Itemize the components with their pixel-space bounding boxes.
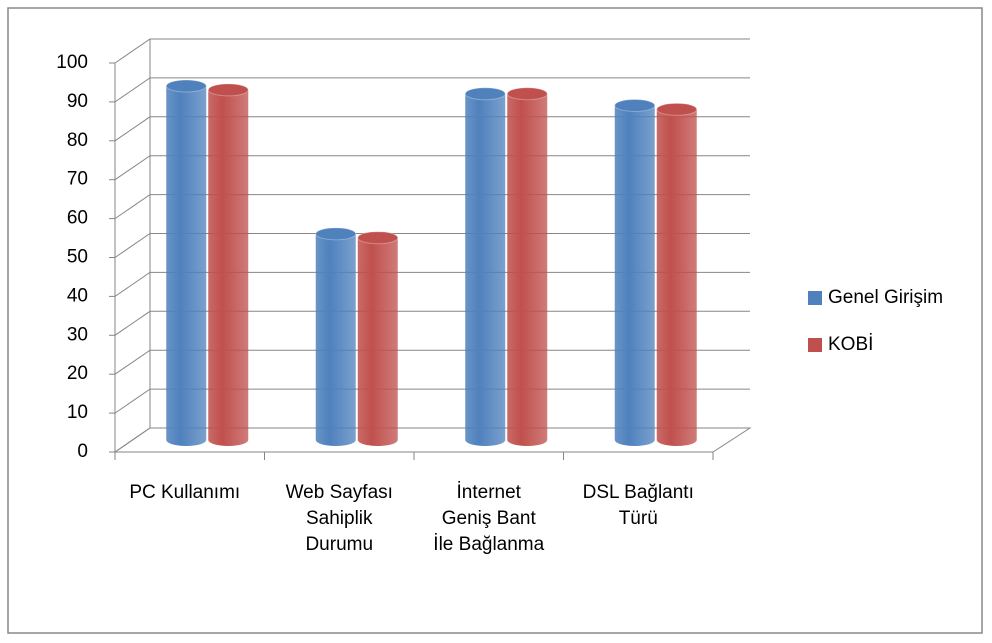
x-tick-label: PC Kullanımı <box>129 482 241 503</box>
grid-line <box>114 388 750 414</box>
y-tick-label: 0 <box>77 441 88 462</box>
y-tick-label: 20 <box>67 363 88 384</box>
bar-top <box>165 79 207 93</box>
grid-line <box>114 38 750 64</box>
y-tick-label: 70 <box>67 169 88 190</box>
bar-body <box>208 89 249 447</box>
legend-label: Genel Girişim <box>828 287 943 308</box>
grid-line <box>114 310 750 336</box>
grid-line <box>114 77 750 103</box>
bar-top <box>464 87 506 101</box>
bar-body <box>315 233 356 446</box>
bar-body <box>465 93 506 446</box>
bar <box>656 102 698 446</box>
grid-line <box>114 349 750 375</box>
legend-label: KOBİ <box>828 334 873 355</box>
bar <box>464 87 506 446</box>
y-tick-label: 30 <box>67 324 88 345</box>
y-tick-label: 90 <box>67 91 88 112</box>
bar-body <box>507 93 548 446</box>
bar <box>165 79 207 446</box>
bar <box>315 227 357 446</box>
y-tick-label: 50 <box>67 247 88 268</box>
bar-top <box>357 231 399 245</box>
legend-swatch <box>808 338 822 352</box>
grid-line <box>114 427 750 453</box>
grid-line <box>114 271 750 297</box>
bar-body <box>614 105 655 446</box>
y-tick-label: 100 <box>56 52 88 73</box>
grid-line <box>114 233 750 258</box>
bar-top <box>506 87 548 101</box>
bar-top <box>315 227 357 241</box>
bar-top <box>207 83 249 97</box>
bar <box>207 83 249 447</box>
bar-body <box>166 86 207 446</box>
bar-top <box>614 98 656 112</box>
y-tick-label: 40 <box>67 285 88 306</box>
x-tick-label: Web Sayfası Sahiplik Durumu <box>285 482 393 555</box>
y-tick-label: 80 <box>67 130 88 151</box>
bar-top <box>656 102 698 116</box>
y-tick-label: 10 <box>67 402 88 423</box>
bar <box>506 87 548 446</box>
bar <box>357 231 399 446</box>
bar-body <box>656 109 697 446</box>
bar-body <box>357 237 398 446</box>
grid-line <box>114 116 750 142</box>
grid-line <box>114 155 750 181</box>
grid-line <box>114 194 750 220</box>
x-tick-label: DSL Bağlantı Türü <box>582 482 694 529</box>
x-tick-label: İnternet Geniş Bant İle Bağlanma <box>433 482 545 555</box>
bar <box>614 98 656 446</box>
legend-swatch <box>808 291 822 305</box>
y-tick-label: 60 <box>67 208 88 229</box>
